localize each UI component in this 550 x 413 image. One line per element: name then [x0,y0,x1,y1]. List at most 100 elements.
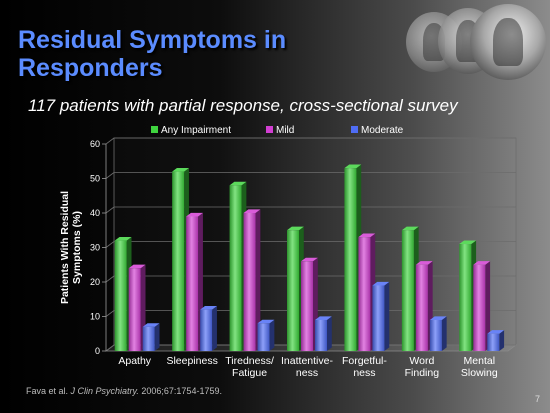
x-category-label-line: Finding [405,367,440,379]
bar-mild [243,209,261,351]
bar-side [154,323,160,351]
legend-swatch-mild [266,126,273,133]
x-category-label-line: ness [353,367,375,379]
bar-top [128,264,146,269]
bar-front [287,230,299,351]
bar-moderate [200,306,217,351]
slide-title: Residual Symptoms in Responders [18,26,378,82]
legend-swatch-any [151,126,158,133]
bar-top [315,316,332,320]
slide-title-line2: Responders [18,54,163,82]
y-tick-label: 20 [90,277,100,287]
bar-front [315,319,327,351]
bar-top [415,261,433,265]
bar-front [459,244,472,351]
bar-top [142,323,160,327]
citation-journal: J Clin Psychiatry. [70,386,139,396]
bar-chart-svg: 0 10 20 30 40 50 60 Patients With ResidualSympt… [59,125,518,379]
bar-front [429,319,442,351]
bar-front [358,237,371,351]
bar-front [473,264,486,351]
decorative-photo-strip [398,2,550,82]
citation-authors: Fava et al. [26,386,71,396]
bar-top [257,319,275,324]
bar-moderate [429,316,447,351]
x-category-label-line: Fatigue [232,367,267,379]
gridline-depth [105,344,115,352]
x-category-label-line: Word [409,355,434,367]
gridline-depth [105,206,115,214]
x-category-label-line: Inattentive- [281,355,333,367]
y-tick-label: 50 [90,174,100,184]
y-tick-label: 40 [90,208,100,218]
y-tick-label: 10 [90,312,100,322]
person-photo-3 [470,4,546,80]
bar-front [257,323,270,351]
x-category-label-line: Slowing [461,367,498,379]
bar-side [255,209,261,351]
bar-front [372,285,385,351]
bar-top [473,261,491,265]
bar-top [487,330,505,334]
legend-label-any: Any Impairment [161,125,231,136]
bar-moderate [372,281,390,351]
bar-front [142,326,155,351]
bar-top [401,226,419,231]
gridline-depth [105,310,115,317]
x-category-label: Mental Slowing [461,355,498,379]
bar-front [415,264,428,351]
bar-top [301,257,318,262]
bar-front [114,240,127,351]
gridline-depth [105,137,115,145]
bar-top [243,209,261,213]
bar-mild [473,261,491,351]
x-category-label: Word Finding [405,355,440,379]
slide-title-line1: Residual Symptoms in [18,26,287,54]
gridline-depth [105,241,115,248]
bar-front [128,268,141,351]
bar-top [287,226,304,231]
bar-front [301,261,313,351]
bar-side [327,316,332,351]
bar-front [200,309,213,351]
bar-top [358,233,376,238]
x-category-label-line: ness [296,367,318,379]
bar-top [372,281,390,286]
x-category-label-line: Tiredness/ [225,355,274,367]
y-tick-label: 0 [95,346,100,356]
y-tick-label: 60 [90,139,100,149]
legend-label-moderate: Moderate [361,125,404,136]
bar-side [485,261,491,351]
x-category-label-line: Apathy [118,355,151,367]
x-category-label-line: Forgetful- [342,355,387,367]
bar-moderate [142,323,160,351]
bar-front [487,333,500,351]
bar-front [186,216,199,351]
x-category-label: Apathy [118,355,151,367]
bar-side [212,306,217,351]
legend-label-mild: Mild [276,125,294,136]
bar-top [459,240,477,245]
x-category-label: Inattentive-ness [281,355,333,379]
bar-front [229,185,242,351]
legend-swatch-moderate [351,126,358,133]
bar-moderate [487,330,505,351]
page-number: 7 [534,394,540,404]
bar-moderate [315,316,332,351]
bar-side [269,319,275,351]
bar-top [114,237,132,241]
x-category-label: Tiredness/Fatigue [225,355,274,379]
bar-chart: 0 10 20 30 40 50 60 Patients With ResidualSympt… [56,120,526,388]
x-category-label-line: Mental [464,355,496,367]
bar-moderate [257,319,275,351]
bar-side [384,281,390,351]
gridline-depth [105,172,115,179]
bar-side [499,330,505,351]
bar-top [344,164,362,169]
citation-details: 2006;67:1754-1759. [138,386,222,396]
bar-top [200,306,217,310]
citation: Fava et al. J Clin Psychiatry. 2006;67:1… [26,386,222,396]
bar-top [429,316,447,320]
y-axis-label: Patients With ResidualSymptoms (%) [59,191,83,304]
bar-top [186,212,203,217]
